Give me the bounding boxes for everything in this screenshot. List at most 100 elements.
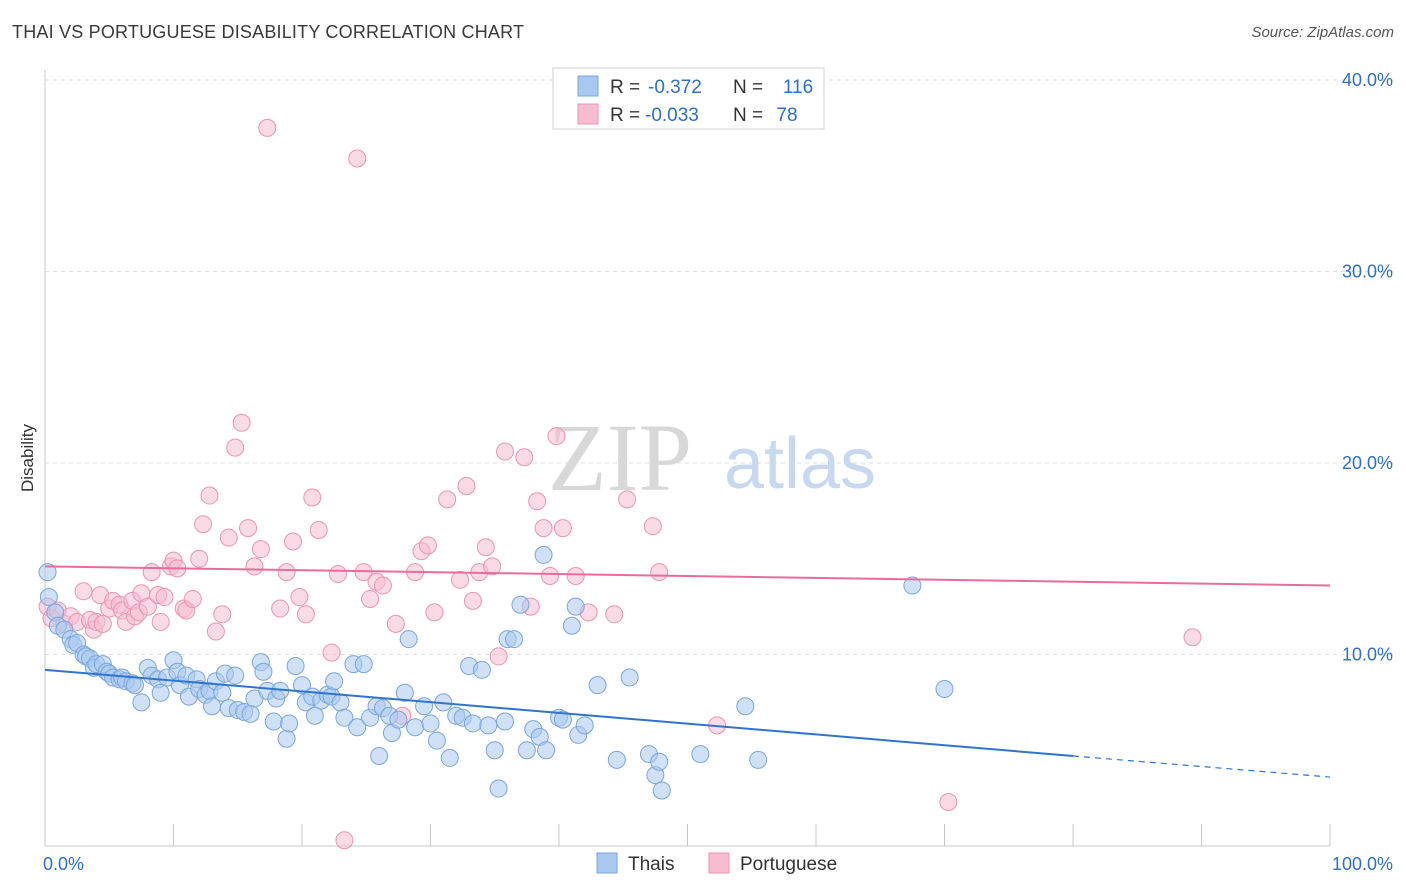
thais-point xyxy=(293,676,311,695)
thais-point xyxy=(335,708,354,727)
legend-portuguese-label: Portuguese xyxy=(740,854,837,875)
x-tick-label-max: 100.0% xyxy=(1332,854,1393,874)
stats-portuguese-swatch xyxy=(577,103,599,125)
series-thais-points xyxy=(38,545,954,800)
portuguese-point xyxy=(245,557,264,576)
thais-point xyxy=(264,712,283,731)
portuguese-point xyxy=(138,597,157,616)
portuguese-point xyxy=(190,549,209,568)
stats-thais-r-label: R = xyxy=(610,77,640,98)
portuguese-point xyxy=(271,599,290,618)
thais-point xyxy=(903,576,922,595)
portuguese-point xyxy=(296,605,315,624)
thais-point xyxy=(537,741,556,760)
thais-point xyxy=(749,750,768,769)
thais-point xyxy=(440,748,459,767)
portuguese-point xyxy=(219,528,238,547)
thais-point xyxy=(370,746,389,765)
y-tick-label: 10.0% xyxy=(1342,645,1393,665)
portuguese-point xyxy=(290,588,309,607)
x-axis-ticks xyxy=(44,824,1331,846)
thais-point xyxy=(421,714,440,733)
portuguese-point xyxy=(489,647,508,666)
portuguese-point xyxy=(328,565,347,584)
thais-trend-line xyxy=(44,668,1074,757)
portuguese-point xyxy=(284,532,303,551)
thais-point xyxy=(485,741,504,760)
thais-point xyxy=(331,693,350,712)
portuguese-point xyxy=(457,476,476,495)
thais-point xyxy=(389,710,408,729)
thais-point xyxy=(305,706,324,725)
thais-point xyxy=(489,779,508,798)
thais-point xyxy=(553,710,572,729)
y-tick-label: 40.0% xyxy=(1342,70,1393,90)
thais-point xyxy=(325,672,344,691)
thais-point xyxy=(652,781,671,800)
portuguese-point xyxy=(277,563,296,582)
thais-point xyxy=(39,588,58,607)
thais-trend-extension xyxy=(1072,755,1331,778)
portuguese-point xyxy=(553,519,572,538)
thais-point xyxy=(650,752,669,771)
watermark-atlas: atlas xyxy=(724,424,876,504)
thais-point xyxy=(286,656,305,675)
series-portuguese-points xyxy=(38,118,1202,850)
portuguese-point xyxy=(541,566,560,585)
stats-thais-n-value: 116 xyxy=(783,77,813,98)
thais-point xyxy=(399,630,418,649)
thais-point xyxy=(151,683,170,702)
thais-point xyxy=(620,668,639,687)
stats-portuguese-r-value: -0.033 xyxy=(645,105,699,126)
thais-point xyxy=(125,676,144,695)
portuguese-point xyxy=(496,442,515,461)
thais-point xyxy=(479,716,498,735)
portuguese-point xyxy=(183,589,202,608)
portuguese-point xyxy=(194,515,213,534)
thais-point xyxy=(277,729,296,748)
thais-point xyxy=(562,616,581,635)
thais-point xyxy=(511,595,530,614)
thais-point xyxy=(38,563,57,582)
portuguese-point xyxy=(251,540,270,559)
thais-point xyxy=(496,712,515,731)
stats-portuguese-n-value: 78 xyxy=(776,105,797,126)
legend-thais-swatch xyxy=(596,852,618,874)
legend-thais-label: Thais xyxy=(628,854,674,875)
thais-point xyxy=(132,693,151,712)
portuguese-point xyxy=(515,448,534,467)
stats-thais-swatch xyxy=(577,75,599,97)
y-tick-label: 30.0% xyxy=(1342,262,1393,282)
y-tick-label: 20.0% xyxy=(1342,453,1393,473)
portuguese-point xyxy=(213,605,232,624)
portuguese-point xyxy=(438,490,457,509)
thais-point xyxy=(254,662,273,681)
portuguese-point xyxy=(142,563,161,582)
portuguese-point xyxy=(425,603,444,622)
portuguese-point xyxy=(483,557,502,576)
portuguese-point xyxy=(258,118,277,137)
portuguese-point xyxy=(1183,628,1202,647)
trend-lines xyxy=(44,565,1331,778)
thais-point xyxy=(588,676,607,695)
portuguese-point xyxy=(151,612,170,631)
portuguese-point xyxy=(335,831,354,850)
y-tick-labels: 10.0% 20.0% 30.0% 40.0% xyxy=(1342,70,1393,665)
thais-point xyxy=(691,745,710,764)
thais-point xyxy=(241,704,260,723)
portuguese-point xyxy=(463,591,482,610)
chart-title: THAI VS PORTUGUESE DISABILITY CORRELATIO… xyxy=(12,22,525,42)
thais-point xyxy=(566,597,585,616)
portuguese-point xyxy=(226,438,245,457)
portuguese-point xyxy=(309,521,328,540)
portuguese-point xyxy=(361,589,380,608)
portuguese-point xyxy=(155,588,174,607)
thais-point xyxy=(354,655,373,674)
thais-point xyxy=(472,660,491,679)
portuguese-point xyxy=(74,582,93,601)
thais-point xyxy=(935,679,954,698)
thais-point xyxy=(575,716,594,735)
portuguese-point xyxy=(547,427,566,446)
portuguese-point xyxy=(618,490,637,509)
